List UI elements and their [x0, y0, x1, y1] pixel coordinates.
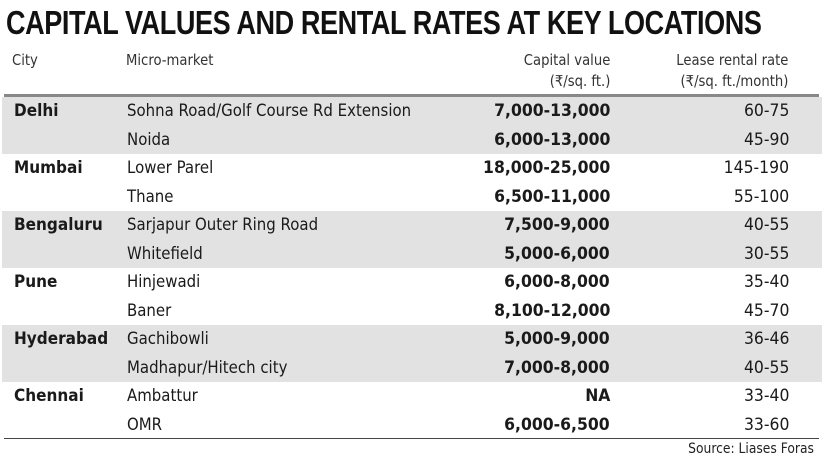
capital-value-cell: 18,000-25,000 — [482, 158, 610, 178]
capital-value-cell: 6,500-11,000 — [493, 186, 610, 207]
header-lease-rate-line1: Lease rental rate — [675, 51, 788, 69]
band-bengaluru — [2, 211, 822, 268]
table-row: Whitefield 5,000-6,000 30-55 — [0, 240, 826, 269]
table-row: Baner 8,100-12,000 45-70 — [0, 297, 826, 326]
micro-market-cell: Sarjapur Outer Ring Road — [127, 215, 319, 235]
table-row: Chennai Ambattur NA 33-40 — [0, 382, 826, 411]
micro-market-cell: Hinjewadi — [127, 272, 201, 292]
table-row: OMR 6,000-6,500 33-60 — [0, 411, 826, 440]
capital-value-cell: NA — [584, 386, 610, 406]
lease-rate-cell: 45-90 — [743, 129, 789, 150]
table-row: Pune Hinjewadi 6,000-8,000 35-40 — [0, 268, 826, 297]
header-capital-value-line1: Capital value — [523, 51, 610, 69]
micro-market-cell: Thane — [127, 186, 174, 207]
table-row: Delhi Sohna Road/Golf Course Rd Extensio… — [0, 97, 826, 126]
capital-value-cell: 7,000-13,000 — [493, 101, 610, 121]
lease-rate-cell: 145-190 — [723, 158, 789, 178]
city-cell: Bengaluru — [14, 215, 103, 235]
capital-value-cell: 5,000-9,000 — [504, 329, 610, 349]
table-row: Hyderabad Gachibowli 5,000-9,000 36-46 — [0, 325, 826, 354]
micro-market-cell: Baner — [127, 300, 172, 321]
lease-rate-cell: 30-55 — [743, 243, 789, 264]
header-divider — [4, 94, 819, 97]
table-row: Madhapur/Hitech city 7,000-8,000 40-55 — [0, 354, 826, 383]
lease-rate-cell: 35-40 — [743, 272, 789, 292]
table-row: Noida 6,000-13,000 45-90 — [0, 126, 826, 155]
header-lease-rate: Lease rental rate (₹/sq. ft./month) — [676, 50, 788, 92]
micro-market-cell: Lower Parel — [127, 158, 214, 178]
capital-value-cell: 6,000-13,000 — [493, 129, 610, 150]
lease-rate-cell: 45-70 — [743, 300, 789, 321]
capital-value-cell: 7,500-9,000 — [504, 215, 610, 235]
micro-market-cell: Whitefield — [127, 243, 203, 264]
city-cell: Mumbai — [14, 158, 83, 178]
city-cell: Chennai — [14, 386, 84, 406]
source-note: Source: Liases Foras — [688, 441, 814, 457]
header-capital-value-unit: (₹/sq. ft.) — [549, 72, 610, 90]
lease-rate-cell: 36-46 — [743, 329, 789, 349]
lease-rate-cell: 55-100 — [733, 186, 789, 207]
table-row: Bengaluru Sarjapur Outer Ring Road 7,500… — [0, 211, 826, 240]
header-capital-value: Capital value (₹/sq. ft.) — [523, 50, 610, 92]
lease-rate-cell: 40-55 — [743, 215, 789, 235]
micro-market-cell: OMR — [127, 414, 163, 435]
capital-value-cell: 6,000-8,000 — [504, 272, 610, 292]
table-row: Thane 6,500-11,000 55-100 — [0, 183, 826, 212]
capital-value-cell: 6,000-6,500 — [504, 414, 610, 435]
lease-rate-cell: 33-40 — [743, 386, 789, 406]
footer-divider — [4, 438, 819, 439]
header-city: City — [12, 51, 38, 69]
table-row: Mumbai Lower Parel 18,000-25,000 145-190 — [0, 154, 826, 183]
micro-market-cell: Gachibowli — [127, 329, 209, 349]
lease-rate-cell: 40-55 — [743, 357, 789, 378]
lease-rate-cell: 60-75 — [743, 101, 789, 121]
table-title: CAPITAL VALUES AND RENTAL RATES AT KEY L… — [6, 4, 762, 41]
capital-value-cell: 5,000-6,000 — [504, 243, 610, 264]
lease-rate-cell: 33-60 — [743, 414, 789, 435]
city-cell: Hyderabad — [14, 329, 109, 349]
header-lease-rate-unit: (₹/sq. ft./month) — [680, 72, 788, 90]
capital-value-cell: 7,000-8,000 — [504, 357, 610, 378]
city-cell: Delhi — [14, 101, 59, 121]
band-hyderabad — [2, 325, 822, 382]
capital-value-cell: 8,100-12,000 — [493, 300, 610, 321]
micro-market-cell: Sohna Road/Golf Course Rd Extension — [127, 101, 412, 121]
micro-market-cell: Ambattur — [127, 386, 198, 406]
header-micro-market: Micro-market — [126, 51, 214, 69]
band-delhi — [2, 97, 822, 154]
city-cell: Pune — [14, 272, 58, 292]
micro-market-cell: Madhapur/Hitech city — [127, 357, 288, 378]
micro-market-cell: Noida — [127, 129, 171, 150]
